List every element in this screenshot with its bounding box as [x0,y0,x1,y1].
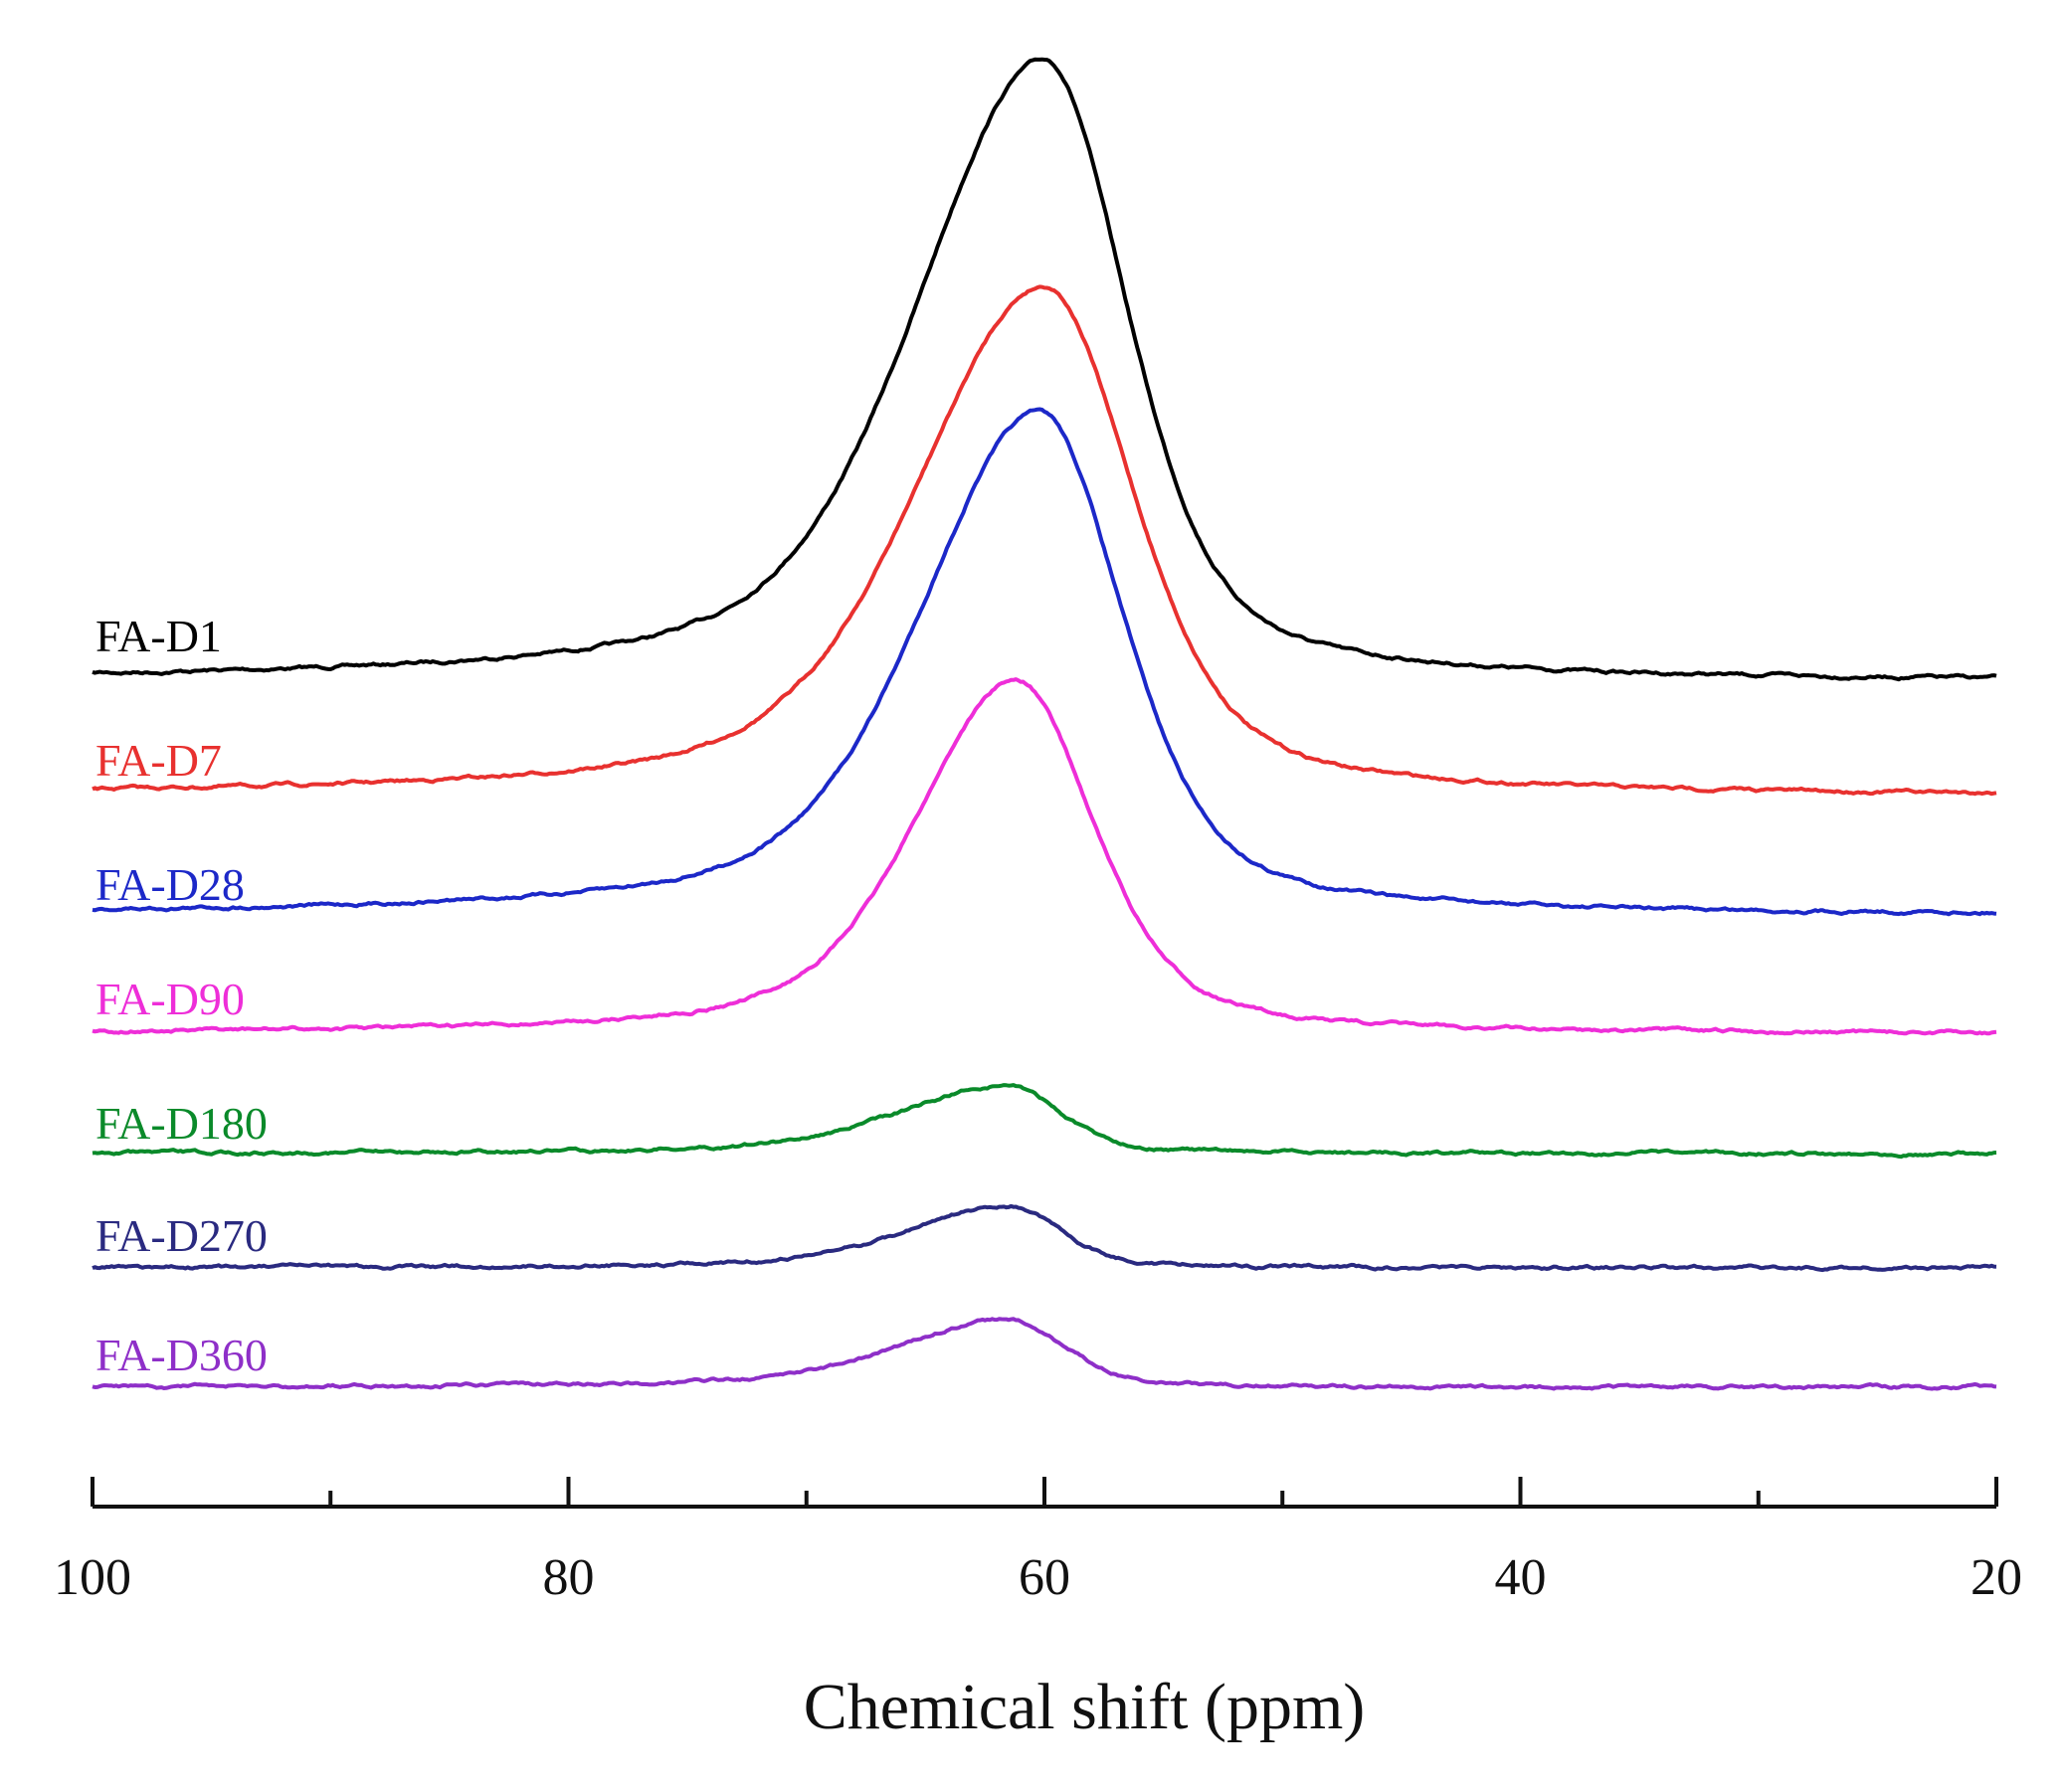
series-line-fa-d90 [92,677,1997,1036]
series-label-fa-d360: FA-D360 [95,1330,268,1380]
series-label-fa-d90: FA-D90 [95,974,245,1024]
x-tick-label-40: 40 [1495,1549,1547,1606]
x-axis-title: Chemical shift (ppm) [804,1671,1366,1743]
series-label-fa-d1: FA-D1 [95,611,222,661]
series-label-fa-d28: FA-D28 [95,859,245,910]
x-tick-label-20: 20 [1971,1549,2022,1606]
series-layer [92,57,1997,1391]
series-line-fa-d360 [92,1317,1997,1391]
series-line-fa-d7 [92,284,1997,797]
x-tick-label-60: 60 [1019,1549,1070,1606]
series-line-fa-d28 [92,407,1997,917]
x-tick-label-100: 100 [54,1549,131,1606]
series-line-fa-d1 [92,57,1997,682]
x-tick-label-80: 80 [543,1549,595,1606]
x-axis: 100 80 60 40 20 [54,1477,2022,1606]
series-line-fa-d180 [92,1083,1997,1160]
series-label-fa-d7: FA-D7 [95,735,222,786]
series-label-fa-d270: FA-D270 [95,1210,268,1261]
series-label-fa-d180: FA-D180 [95,1098,268,1149]
series-labels: FA-D1 FA-D7 FA-D28 FA-D90 FA-D180 FA-D270 FA-D… [95,611,268,1380]
series-line-fa-d270 [92,1203,1997,1273]
